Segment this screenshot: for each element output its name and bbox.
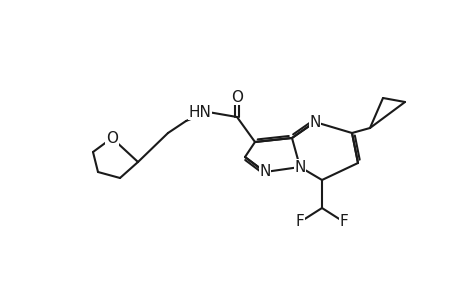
Text: HN: HN [188, 104, 211, 119]
Text: N: N [294, 160, 305, 175]
Text: N: N [308, 115, 320, 130]
Text: N: N [259, 164, 270, 179]
Text: F: F [339, 214, 347, 230]
Text: O: O [106, 130, 118, 146]
Text: F: F [295, 214, 304, 230]
Text: O: O [230, 89, 242, 104]
